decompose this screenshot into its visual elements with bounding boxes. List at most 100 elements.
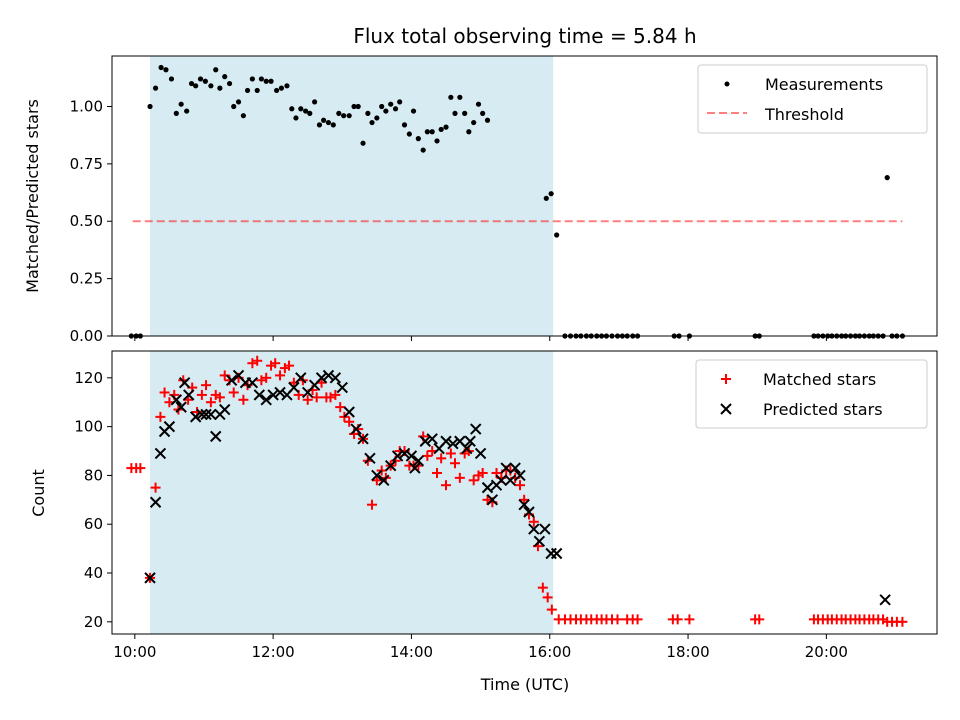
measurement-point — [325, 119, 332, 126]
matched-star-point — [422, 450, 433, 461]
predicted-star-point — [154, 447, 167, 460]
measurement-point — [202, 78, 208, 84]
matched-star-point — [672, 614, 683, 625]
matched-star-point — [214, 392, 225, 403]
chart-title: Flux total observing time = 5.84 h — [353, 24, 696, 48]
measurement-point — [213, 67, 219, 73]
predicted-star-point — [357, 433, 369, 445]
matched-star-point — [542, 592, 553, 603]
ratio-y-tick-label: 0.25 — [70, 270, 103, 288]
ratio-plot-frame — [111, 55, 938, 337]
measurement-point — [193, 83, 199, 89]
measurement-point — [401, 122, 408, 128]
predicted-star-point — [405, 450, 418, 462]
counts-y-tick-label: 100 — [74, 418, 103, 436]
matched-star-point — [450, 458, 461, 469]
predicted-star-point — [170, 394, 183, 406]
predicted-star-point — [378, 474, 390, 487]
predicted-star-point — [364, 452, 376, 465]
predicted-star-point — [440, 435, 452, 447]
measurement-point — [392, 106, 399, 112]
predicted-star-point — [539, 523, 551, 535]
predicted-star-point — [253, 389, 266, 401]
measurement-point — [884, 175, 890, 181]
matched-star-point — [284, 360, 295, 371]
measurement-point — [388, 101, 394, 107]
predicted-star-point — [419, 435, 431, 447]
matched-star-point — [754, 614, 765, 625]
legend-predicted-label: Predicted stars — [763, 400, 883, 419]
predicted-star-point — [175, 401, 187, 413]
ratio-shaded-interval — [150, 56, 554, 336]
predicted-star-point — [219, 403, 231, 416]
matched-star-point — [367, 499, 378, 510]
predicted-star-point — [343, 406, 355, 418]
measurement-point — [480, 110, 486, 116]
matched-star-point — [270, 358, 281, 369]
predicted-star-point — [260, 394, 272, 406]
measurement-point — [397, 99, 403, 105]
measurement-point — [554, 232, 560, 238]
legend-matched-label: Matched stars — [763, 370, 876, 389]
counts-x-tick-label: 18:00 — [666, 643, 709, 661]
measurement-point — [462, 110, 468, 116]
predicted-star-point — [447, 437, 459, 450]
measurement-point — [208, 83, 214, 89]
predicted-star-point — [409, 462, 421, 474]
predicted-star-point — [274, 386, 286, 399]
predicted-star-point — [550, 547, 563, 560]
predicted-star-point — [205, 408, 217, 421]
predicted-star-point — [470, 423, 482, 435]
predicted-star-point — [178, 377, 191, 389]
measurement-point — [244, 87, 251, 94]
predicted-star-point — [528, 523, 540, 535]
predicted-star-point — [391, 450, 404, 462]
measurement-point — [374, 115, 380, 121]
counts-legend-box — [695, 359, 928, 429]
measurement-point — [429, 129, 435, 135]
matched-star-point — [302, 394, 313, 405]
counts-x-tick-label: 10:00 — [113, 643, 156, 661]
counts-shaded-interval — [150, 351, 554, 634]
ratio-y-tick-label: 0.50 — [70, 212, 103, 230]
measurement-point — [471, 119, 477, 126]
predicted-star-point — [518, 498, 530, 511]
measurement-point — [475, 101, 482, 107]
measurement-point — [289, 106, 295, 112]
predicted-star-point — [500, 462, 512, 474]
measurement-point — [158, 64, 164, 71]
matched-star-point — [159, 387, 170, 398]
predicted-star-point — [371, 469, 383, 482]
measurement-point — [152, 85, 159, 91]
measurement-point — [303, 108, 309, 114]
measurement-point — [346, 113, 352, 119]
predicted-star-point — [163, 420, 176, 433]
measurement-point — [278, 85, 285, 91]
counts-y-tick-label: 40 — [84, 564, 103, 582]
measurement-point — [188, 80, 195, 87]
predicted-star-point — [183, 389, 195, 401]
predicted-star-point — [315, 372, 328, 384]
predicted-star-point — [189, 411, 202, 423]
matched-star-point — [252, 355, 263, 366]
counts-x-tick-label: 14:00 — [390, 643, 433, 661]
matched-star-point — [897, 616, 908, 627]
matched-star-point — [684, 614, 695, 625]
ratio-legend: Measurements Threshold — [697, 64, 928, 134]
predicted-star-point — [461, 442, 473, 455]
predicted-star-point — [474, 447, 487, 460]
legend-measurements-label: Measurements — [765, 75, 883, 94]
matched-star-point — [445, 448, 456, 459]
predicted-star-point — [144, 572, 156, 584]
measurement-point — [293, 115, 299, 121]
measurement-point — [298, 106, 304, 112]
predicted-star-point — [196, 408, 208, 421]
matched-star-point — [135, 463, 146, 474]
measurement-point — [249, 76, 255, 82]
predicted-star-point — [398, 447, 411, 460]
ratio-panel: 0.00 0.25 0.50 0.75 1.00 Matched/Predicted s… — [23, 55, 938, 345]
matched-star-point — [537, 582, 548, 593]
measurement-point — [484, 117, 491, 123]
measurement-point — [369, 119, 375, 126]
